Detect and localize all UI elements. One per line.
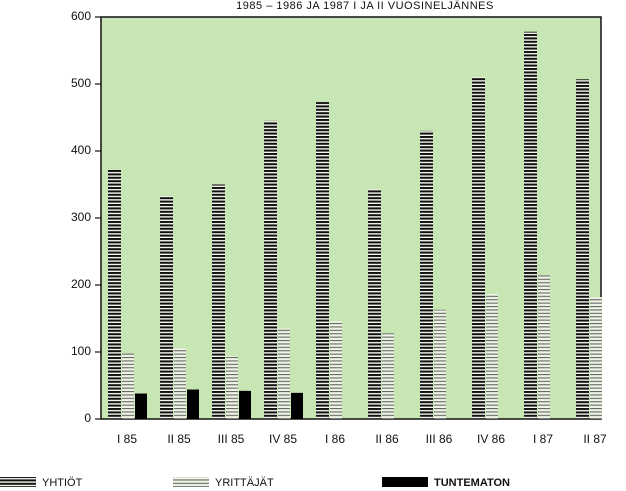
bar-yritt-j-t-3 [278,328,290,419]
x-tick-label: IV 85 [269,432,297,446]
bar-yhti-t-9 [576,79,589,419]
y-tick-label: 200 [71,277,91,291]
bar-yhti-t-0 [108,169,121,419]
x-tick-label: IV 86 [477,432,505,446]
x-tick-label: III 85 [218,432,245,446]
legend-label-2: TUNTEMATON [434,477,510,489]
bar-yritt-j-t-0 [122,353,134,419]
legend: YHTIÖT YRITTÄJÄT TUNTEMATON [0,477,510,489]
legend-label-1: YRITTÄJÄT [215,477,274,489]
y-tick-label: 100 [71,344,91,358]
x-tick-label: I 87 [533,432,553,446]
legend-swatch-2 [382,477,428,487]
bar-tuntematon-2 [239,390,251,419]
bar-yhti-t-2 [212,184,225,419]
x-tick-label: II 86 [375,432,399,446]
y-axis: 0 100 200 300 400 500 600 [71,9,101,425]
legend-label-0: YHTIÖT [42,477,83,489]
bar-yritt-j-t-1 [174,347,186,419]
bar-yritt-j-t-6 [434,309,446,419]
bar-yhti-t-1 [160,195,173,419]
bars-group [108,31,602,420]
y-tick-label: 500 [71,76,91,90]
bar-yhti-t-8 [524,31,537,420]
bar-yritt-j-t-9 [590,297,602,419]
bar-yritt-j-t-4 [330,321,342,419]
bar-yhti-t-5 [368,189,381,419]
bar-yhti-t-6 [420,130,433,419]
legend-swatch-1 [173,477,209,487]
bar-yhti-t-3 [264,120,277,419]
bar-yhti-t-7 [472,77,485,420]
bar-yritt-j-t-7 [486,293,498,419]
x-tick-label: I 86 [325,432,345,446]
bar-yritt-j-t-8 [538,274,550,419]
chart-title: 1985 – 1986 JA 1987 I JA II VUOSINELJÄNN… [236,0,494,12]
x-tick-label: I 85 [117,432,137,446]
legend-swatch-0 [0,477,36,487]
bar-tuntematon-1 [187,389,199,419]
x-tick-label: II 85 [167,432,191,446]
bar-tuntematon-0 [135,393,147,419]
y-tick-label: 600 [71,9,91,23]
y-tick-label: 300 [71,210,91,224]
bar-tuntematon-3 [291,392,303,419]
x-axis: I 85 II 85 III 85 IV 85 I 86 II 86 III 86 IV 86… [117,432,607,446]
bar-yritt-j-t-2 [226,356,238,419]
bar-yhti-t-4 [316,102,329,419]
x-tick-label: II 87 [583,432,607,446]
bar-yritt-j-t-5 [382,333,394,419]
x-tick-label: III 86 [426,432,453,446]
y-tick-label: 400 [71,143,91,157]
y-tick-label: 0 [84,411,91,425]
